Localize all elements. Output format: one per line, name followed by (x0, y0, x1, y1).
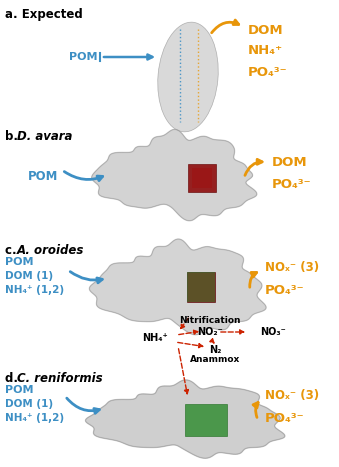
Text: NH₄⁺ (1,2): NH₄⁺ (1,2) (5, 413, 64, 423)
Bar (192, 168, 212, 188)
Text: PO₄³⁻: PO₄³⁻ (248, 65, 287, 78)
Text: NOₓ⁻ (3): NOₓ⁻ (3) (265, 389, 319, 403)
Polygon shape (92, 129, 257, 221)
Text: NH₄⁺ (1,2): NH₄⁺ (1,2) (5, 285, 64, 295)
Text: NO₂⁻: NO₂⁻ (197, 327, 223, 337)
Text: PO₄³⁻: PO₄³⁻ (272, 177, 312, 191)
Text: DOM: DOM (248, 23, 284, 36)
Text: b.: b. (5, 130, 22, 143)
Text: d.: d. (5, 372, 22, 385)
Text: c.: c. (5, 244, 21, 257)
Polygon shape (89, 239, 266, 335)
Text: NH₄⁺: NH₄⁺ (248, 44, 283, 57)
Text: POM: POM (28, 170, 58, 183)
Bar (187, 272, 215, 302)
Bar (185, 404, 227, 436)
Text: PO₄³⁻: PO₄³⁻ (265, 411, 305, 425)
Text: NH₄⁺: NH₄⁺ (142, 333, 168, 343)
Text: D. avara: D. avara (17, 130, 72, 143)
Text: DOM: DOM (272, 156, 307, 169)
Text: N₂: N₂ (209, 345, 221, 355)
Text: DOM (1): DOM (1) (5, 271, 53, 281)
Text: NO₃⁻: NO₃⁻ (260, 327, 286, 337)
Text: Nitrification: Nitrification (179, 316, 241, 325)
Bar (187, 272, 215, 302)
Text: A. oroides: A. oroides (17, 244, 84, 257)
Text: a. Expected: a. Expected (5, 8, 83, 21)
Text: C. reniformis: C. reniformis (17, 372, 103, 385)
Text: NOₓ⁻ (3): NOₓ⁻ (3) (265, 262, 319, 275)
Polygon shape (85, 380, 285, 458)
Ellipse shape (158, 22, 218, 132)
Text: POM: POM (69, 52, 98, 62)
Text: PO₄³⁻: PO₄³⁻ (265, 283, 305, 297)
Text: POM: POM (5, 385, 34, 395)
Text: DOM (1): DOM (1) (5, 399, 53, 409)
Text: POM: POM (5, 257, 34, 267)
Text: Anammox: Anammox (190, 355, 240, 365)
Bar (188, 164, 216, 192)
